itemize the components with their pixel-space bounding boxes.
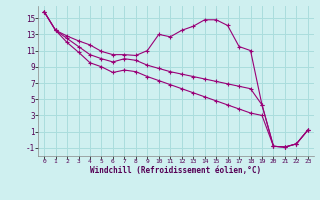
X-axis label: Windchill (Refroidissement éolien,°C): Windchill (Refroidissement éolien,°C) bbox=[91, 166, 261, 175]
